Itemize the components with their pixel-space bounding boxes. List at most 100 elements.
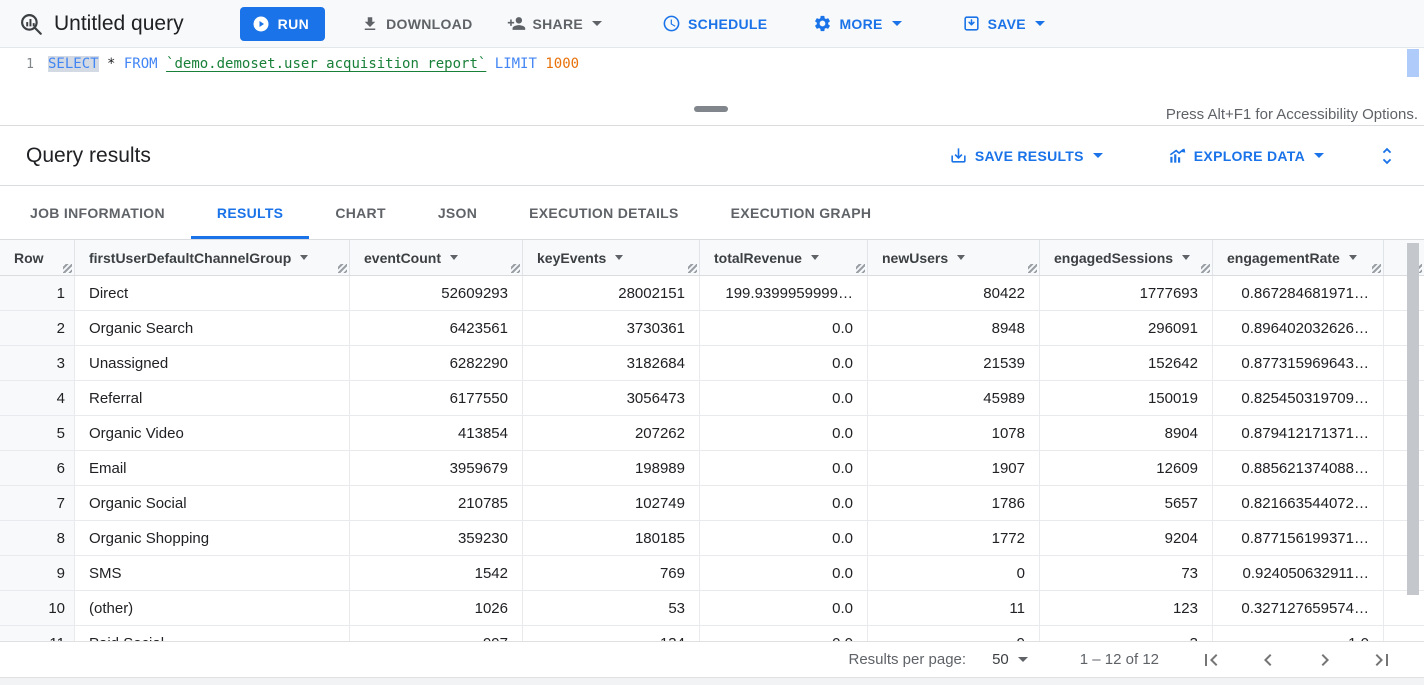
column-resize-handle[interactable]	[1372, 264, 1381, 273]
cell-eventCount: 210785	[350, 486, 523, 521]
cell-engagementRate: 0.879412171371…	[1213, 416, 1384, 451]
column-header-newUsers[interactable]: newUsers	[868, 240, 1040, 275]
chevron-down-icon	[1034, 21, 1045, 26]
accessibility-hint: Press Alt+F1 for Accessibility Options.	[1165, 106, 1418, 123]
tab-execution-details[interactable]: EXECUTION DETAILS	[529, 204, 679, 221]
sql-select-keyword: SELECT	[48, 56, 99, 72]
first-page-button[interactable]	[1199, 648, 1223, 672]
sql-from-keyword: FROM	[123, 56, 158, 72]
cell-filler	[1384, 556, 1424, 591]
sql-space	[158, 56, 166, 72]
cell-newUsers: 1907	[868, 451, 1040, 486]
column-menu-caret-icon[interactable]	[450, 255, 458, 260]
column-header-totalRevenue[interactable]: totalRevenue	[700, 240, 868, 275]
cell-engagedSessions: 150019	[1040, 381, 1213, 416]
unfold-panel-button[interactable]	[1376, 145, 1398, 167]
cell-totalRevenue: 0.0	[700, 521, 868, 556]
table-header-row: Row firstUserDefaultChannelGroup eventCoun…	[0, 240, 1424, 276]
share-button[interactable]: SHARE	[497, 6, 613, 42]
save-button[interactable]: SAVE	[952, 6, 1055, 42]
tab-results[interactable]: RESULTS	[190, 186, 310, 239]
column-menu-caret-icon[interactable]	[957, 255, 966, 260]
cell-eventCount: 6423561	[350, 311, 523, 346]
column-label: Row	[14, 249, 44, 266]
cell-firstUserDefaultChannelGroup: Referral	[75, 381, 350, 416]
query-magnifier-icon	[16, 9, 46, 39]
tab-chart[interactable]: CHART	[335, 204, 386, 221]
person-add-icon	[507, 14, 526, 33]
table-row: 4 Referral 6177550 3056473 0.0 45989 150019 0.8…	[0, 381, 1424, 416]
save-icon	[962, 14, 981, 33]
more-button[interactable]: MORE	[803, 6, 911, 42]
cell-totalRevenue: 0.0	[700, 416, 868, 451]
editor-split-bar: Press Alt+F1 for Accessibility Options.	[0, 104, 1424, 126]
cell-firstUserDefaultChannelGroup: (other)	[75, 591, 350, 626]
table-vertical-scrollbar[interactable]	[1407, 243, 1419, 637]
column-resize-handle[interactable]	[1201, 264, 1210, 273]
cell-engagedSessions: 152642	[1040, 346, 1213, 381]
column-menu-caret-icon[interactable]	[300, 255, 309, 260]
cell-newUsers: 0	[868, 556, 1040, 591]
cell-totalRevenue: 199.9399959999…	[700, 276, 868, 311]
last-page-button[interactable]	[1370, 648, 1394, 672]
table-body: 1 Direct 52609293 28002151 199.9399959999… 80…	[0, 276, 1424, 641]
cell-firstUserDefaultChannelGroup: Email	[75, 451, 350, 486]
unfold-more-icon	[1376, 145, 1398, 167]
column-resize-handle[interactable]	[1028, 264, 1037, 273]
cell-engagementRate: 0.327127659574…	[1213, 591, 1384, 626]
column-resize-handle[interactable]	[688, 264, 697, 273]
sql-editor[interactable]: 1 SELECT * FROM `demo.demoset.user_acqui…	[0, 48, 1424, 104]
column-header-engagementRate[interactable]: engagementRate	[1213, 240, 1384, 275]
tab-json[interactable]: JSON	[437, 204, 478, 221]
tab-execution-graph[interactable]: EXECUTION GRAPH	[730, 204, 872, 221]
column-header-firstUserDefaultChannelGroup[interactable]: firstUserDefaultChannelGroup	[75, 240, 350, 275]
editor-scrollbar[interactable]	[1407, 49, 1419, 77]
sql-space	[537, 56, 545, 72]
cell-engagementRate: 0.825450319709…	[1213, 381, 1384, 416]
download-button[interactable]: DOWNLOAD	[351, 6, 482, 42]
cell-engagementRate: 1.0	[1213, 626, 1384, 641]
cell-eventCount: 6282290	[350, 346, 523, 381]
cell-filler	[1384, 486, 1424, 521]
page-size-select[interactable]: 50	[992, 651, 1028, 668]
column-header-eventCount[interactable]: eventCount	[350, 240, 523, 275]
cell-keyEvents: 207262	[523, 416, 700, 451]
column-header-Row[interactable]: Row	[0, 240, 75, 275]
column-menu-caret-icon[interactable]	[1182, 255, 1191, 260]
cell-filler	[1384, 311, 1424, 346]
column-header-keyEvents[interactable]: keyEvents	[523, 240, 700, 275]
schedule-button[interactable]: SCHEDULE	[652, 6, 777, 42]
chevron-down-icon	[1314, 153, 1324, 158]
column-menu-caret-icon[interactable]	[615, 255, 624, 260]
explore-data-button[interactable]: EXPLORE DATA	[1157, 138, 1334, 174]
scrollbar-thumb[interactable]	[1407, 243, 1419, 595]
column-resize-handle[interactable]	[856, 264, 865, 273]
sql-table-reference[interactable]: `demo.demoset.user_acquisition_report`	[166, 56, 487, 72]
cell-engagementRate: 0.877156199371…	[1213, 521, 1384, 556]
column-menu-caret-icon[interactable]	[810, 255, 819, 260]
cell-engagedSessions: 5657	[1040, 486, 1213, 521]
cell-newUsers: 11	[868, 591, 1040, 626]
save-results-button[interactable]: SAVE RESULTS	[939, 138, 1113, 174]
cell-eventCount: 6177550	[350, 381, 523, 416]
column-header-engagedSessions[interactable]: engagedSessions	[1040, 240, 1213, 275]
column-menu-caret-icon[interactable]	[1348, 255, 1357, 260]
pane-resize-handle[interactable]	[694, 106, 728, 112]
column-resize-handle[interactable]	[338, 264, 347, 273]
cell-keyEvents: 180185	[523, 521, 700, 556]
previous-page-button[interactable]	[1256, 648, 1280, 672]
cell-filler	[1384, 276, 1424, 311]
tab-job-information[interactable]: JOB INFORMATION	[30, 204, 165, 221]
column-resize-handle[interactable]	[511, 264, 520, 273]
cell-engagedSessions: 3	[1040, 626, 1213, 641]
pagination-footer: Results per page: 50 1 – 12 of 12	[0, 641, 1424, 677]
cell-firstUserDefaultChannelGroup: Direct	[75, 276, 350, 311]
cell-engagedSessions: 1777693	[1040, 276, 1213, 311]
cell-keyEvents: 3182684	[523, 346, 700, 381]
cell-keyEvents: 53	[523, 591, 700, 626]
run-button[interactable]: RUN	[239, 6, 326, 41]
next-page-button[interactable]	[1313, 648, 1337, 672]
column-resize-handle[interactable]	[63, 264, 72, 273]
results-tabbar: JOB INFORMATION RESULTS CHART JSON EXECUTION…	[0, 186, 1424, 240]
sql-code-line[interactable]: 1 SELECT * FROM `demo.demoset.user_acqui…	[0, 48, 1424, 72]
